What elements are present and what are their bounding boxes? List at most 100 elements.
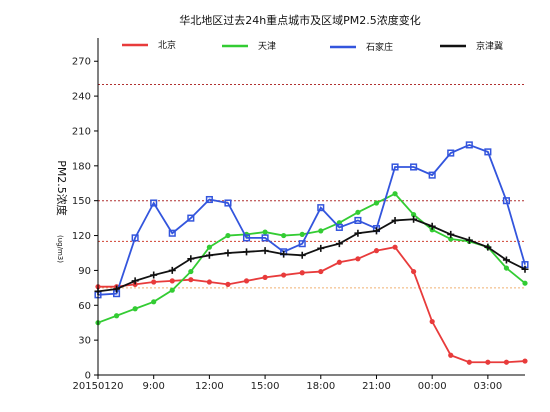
data-point — [448, 352, 454, 358]
data-point — [522, 358, 528, 364]
data-point — [281, 232, 287, 239]
data-point — [410, 163, 418, 171]
data-point — [335, 223, 343, 231]
x-tick-label: 15:00 — [251, 381, 280, 392]
data-point — [298, 240, 306, 248]
data-point — [262, 229, 268, 235]
series-1 — [95, 191, 528, 326]
series-0 — [95, 244, 528, 365]
data-point — [169, 278, 175, 284]
y-tick-label: 180 — [72, 161, 91, 172]
data-point — [132, 306, 138, 312]
legend-item-shijiazhuang: 石家庄 — [330, 41, 393, 53]
y-axis-label: PM2.5浓度 (ug/m3) — [55, 160, 69, 263]
data-point — [205, 195, 213, 204]
data-point — [131, 277, 139, 285]
data-point — [373, 248, 380, 254]
data-point — [355, 256, 361, 262]
data-point — [484, 148, 492, 156]
series-layer — [94, 141, 529, 365]
y-tick-label: 90 — [78, 266, 91, 277]
data-point — [318, 228, 324, 234]
data-point — [299, 231, 305, 237]
data-point — [187, 255, 195, 263]
data-point — [243, 248, 251, 256]
y-tick-label: 270 — [72, 57, 91, 68]
data-point — [168, 266, 176, 274]
data-point — [224, 199, 232, 207]
x-tick-label: 20150120 — [73, 381, 124, 392]
data-point — [243, 278, 250, 284]
data-point — [187, 214, 195, 222]
y-tick-label: 60 — [78, 301, 91, 312]
data-point — [205, 251, 213, 259]
data-point — [262, 274, 268, 280]
y-tick-label: 120 — [72, 231, 91, 242]
data-point — [169, 287, 175, 293]
x-tick-label: 18:00 — [306, 381, 335, 392]
data-point — [465, 141, 473, 149]
data-point — [335, 240, 343, 248]
data-point — [151, 279, 157, 285]
data-point — [392, 191, 398, 197]
data-point — [113, 313, 120, 319]
legend-item-jingjinji: 京津冀 — [440, 40, 503, 52]
data-point — [224, 249, 232, 257]
data-point — [168, 229, 176, 237]
y-axis-title: PM2.5浓度 — [55, 160, 69, 216]
series-line — [97, 192, 526, 324]
data-point — [502, 256, 510, 264]
data-point — [151, 299, 157, 305]
series-2 — [94, 141, 529, 299]
data-point — [447, 149, 455, 157]
data-point — [411, 268, 417, 275]
data-point — [391, 163, 399, 171]
data-point — [411, 212, 417, 218]
data-point — [410, 215, 418, 223]
data-point — [429, 318, 435, 325]
y-tick-label: 30 — [78, 336, 91, 347]
data-point — [280, 250, 288, 258]
legend-item-beijing: 北京 — [122, 39, 176, 51]
y-axis-unit: (ug/m3) — [56, 235, 64, 263]
data-point — [336, 259, 342, 265]
x-tick-label: 03:00 — [473, 381, 502, 392]
y-tick-label: 0 — [85, 371, 91, 382]
legend-label-jingjinji: 京津冀 — [476, 40, 503, 52]
data-point — [281, 272, 287, 278]
data-point — [298, 251, 306, 259]
data-point — [391, 216, 399, 224]
data-point — [206, 244, 212, 250]
data-point — [502, 197, 510, 205]
data-point — [503, 359, 510, 365]
legend-label-beijing: 北京 — [158, 39, 176, 51]
x-tick-label: 00:00 — [418, 381, 447, 392]
reference-lines — [98, 83, 525, 289]
data-point — [206, 279, 212, 285]
series-3 — [94, 215, 529, 295]
legend-label-shijiazhuang: 石家庄 — [366, 41, 393, 53]
data-point — [188, 277, 194, 283]
y-tick-label: 150 — [72, 196, 91, 207]
y-tick-label: 240 — [72, 92, 91, 103]
data-point — [448, 236, 454, 242]
data-point — [354, 216, 362, 224]
data-point — [150, 271, 158, 279]
data-point — [485, 359, 491, 365]
data-point — [317, 204, 325, 212]
data-point — [466, 359, 472, 365]
data-point — [355, 209, 361, 215]
data-point — [373, 200, 380, 206]
data-point — [372, 227, 380, 235]
data-point — [447, 230, 455, 238]
data-point — [317, 244, 325, 252]
data-point — [113, 285, 121, 293]
data-point — [261, 247, 269, 255]
data-point — [392, 244, 398, 250]
data-point — [225, 281, 231, 287]
data-point — [318, 268, 324, 275]
data-point — [428, 222, 436, 230]
data-point — [188, 268, 194, 275]
data-point — [522, 280, 528, 286]
